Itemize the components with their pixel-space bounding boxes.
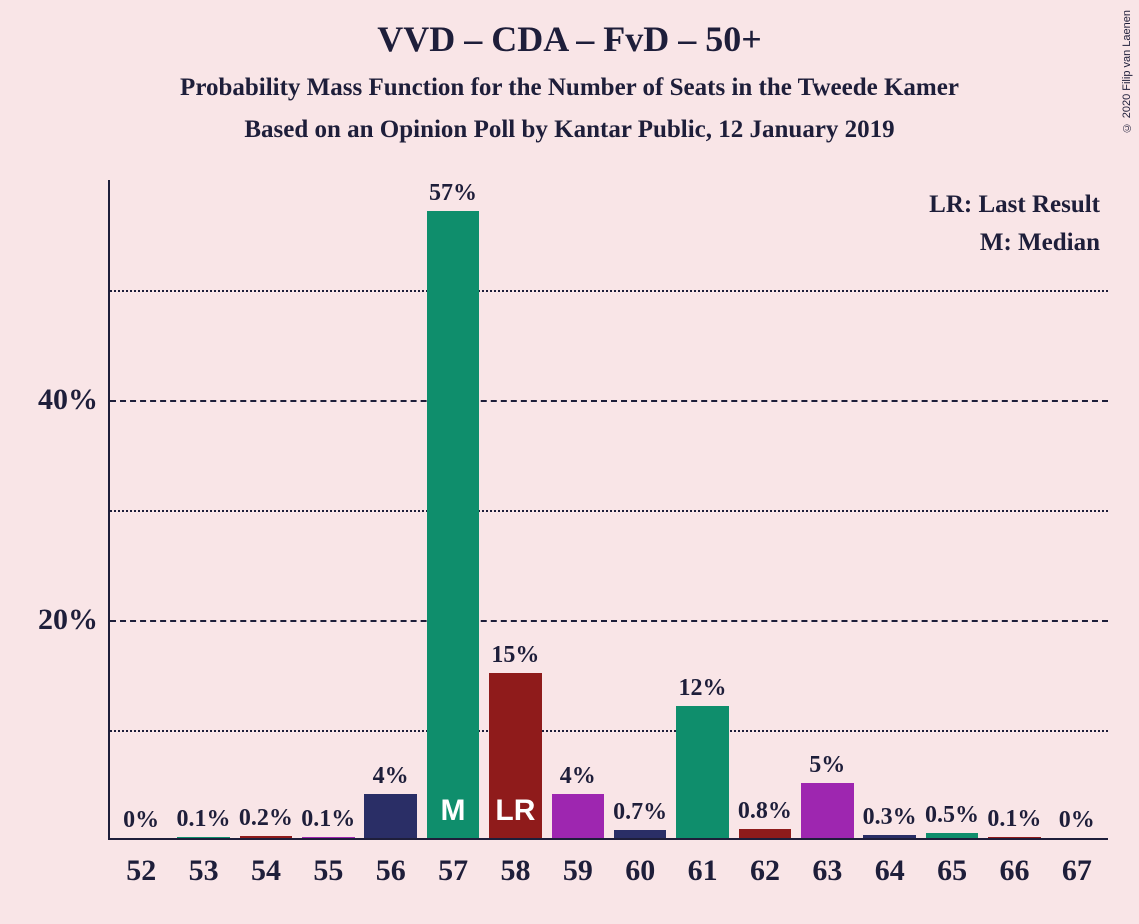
x-tick-label: 55 — [313, 854, 343, 888]
bar: 4% — [552, 794, 604, 838]
bar-value-label: 0.1% — [301, 806, 355, 833]
bar-slot: 0% — [1046, 180, 1108, 838]
x-axis — [108, 838, 1108, 840]
bar-value-label: 57% — [429, 180, 477, 207]
bar-value-label: 0% — [1059, 807, 1095, 834]
x-tick-label: 58 — [500, 854, 530, 888]
x-tick-label: 53 — [189, 854, 219, 888]
bar-marker: LR — [495, 794, 535, 828]
x-tick-label: 67 — [1062, 854, 1092, 888]
x-tick-label: 63 — [812, 854, 842, 888]
x-tick-label: 56 — [376, 854, 406, 888]
bar-slot: 12% — [671, 180, 733, 838]
bar-slot: 0.5% — [921, 180, 983, 838]
bar: 0.1% — [988, 837, 1040, 838]
bar: 57%M — [427, 211, 479, 838]
x-tick-label: 52 — [126, 854, 156, 888]
bar-slot: 15% LR — [484, 180, 546, 838]
bar-value-label: 0.1% — [177, 806, 231, 833]
x-tick-label: 54 — [251, 854, 281, 888]
bar-value-label: 12% — [679, 675, 727, 702]
x-tick-label: 60 — [625, 854, 655, 888]
bar-value-label: 0% — [123, 807, 159, 834]
bars-container: 0% 0.1% 0.2% 0.1% 4% 57% M 15% LR 4% 0.7% 12% 0.8% 5%… — [110, 180, 1108, 838]
bar-value-label: 0.8% — [738, 798, 792, 825]
bar: 0.7% — [614, 830, 666, 838]
bar: 4% — [364, 794, 416, 838]
bar-slot: 0.3% — [859, 180, 921, 838]
bar: 5% — [801, 783, 853, 838]
bar: 0.1% — [302, 837, 354, 838]
x-tick-label: 66 — [999, 854, 1029, 888]
chart-subtitle-2: Based on an Opinion Poll by Kantar Publi… — [0, 116, 1139, 144]
x-tick-label: 65 — [937, 854, 967, 888]
bar: 0.2% — [240, 836, 292, 838]
bar-slot: 0.7% — [609, 180, 671, 838]
bar-value-label: 0.1% — [987, 806, 1041, 833]
chart-titles: VVD – CDA – FvD – 50+ Probability Mass F… — [0, 0, 1139, 144]
bar-marker: M — [441, 794, 466, 828]
bar-value-label: 4% — [560, 763, 596, 790]
bar-slot: 0.1% — [297, 180, 359, 838]
x-tick-label: 59 — [563, 854, 593, 888]
bar-slot: 0.2% — [235, 180, 297, 838]
bar-value-label: 15% — [491, 642, 539, 669]
bar-slot: 5% — [796, 180, 858, 838]
copyright-text: © 2020 Filip van Laenen — [1121, 10, 1133, 133]
bar: 0.8% — [739, 829, 791, 838]
bar-value-label: 0.3% — [863, 804, 917, 831]
bar-slot: 4% — [547, 180, 609, 838]
bar-value-label: 4% — [373, 763, 409, 790]
bar-slot: 0.1% — [172, 180, 234, 838]
bar-slot: 0% — [110, 180, 172, 838]
x-axis-labels: 52 53 54 55 56 57 58 59 60 61 62 63 64 65 66 67 — [110, 848, 1108, 898]
chart-subtitle-1: Probability Mass Function for the Number… — [0, 74, 1139, 102]
plot-area: LR: Last Result M: Median 20%40% 0%0.1%0… — [108, 180, 1108, 840]
bar: 0.5% — [926, 833, 978, 839]
bar: 15%LR — [489, 673, 541, 838]
bar: 12% — [676, 706, 728, 838]
bar-value-label: 0.2% — [239, 805, 293, 832]
bar-value-label: 5% — [809, 752, 845, 779]
x-tick-label: 61 — [688, 854, 718, 888]
x-tick-label: 57 — [438, 854, 468, 888]
bar-slot: 0.1% — [983, 180, 1045, 838]
y-tick-label: 20% — [38, 603, 98, 637]
bar-slot: 0.8% — [734, 180, 796, 838]
bar: 0.1% — [177, 837, 229, 838]
x-tick-label: 64 — [875, 854, 905, 888]
x-tick-label: 62 — [750, 854, 780, 888]
bar: 0.3% — [863, 835, 915, 838]
y-tick-label: 40% — [38, 383, 98, 417]
bar-value-label: 0.7% — [613, 799, 667, 826]
bar-slot: 57% M — [422, 180, 484, 838]
chart-title: VVD – CDA – FvD – 50+ — [0, 18, 1139, 60]
bar-slot: 4% — [360, 180, 422, 838]
bar-value-label: 0.5% — [925, 802, 979, 829]
